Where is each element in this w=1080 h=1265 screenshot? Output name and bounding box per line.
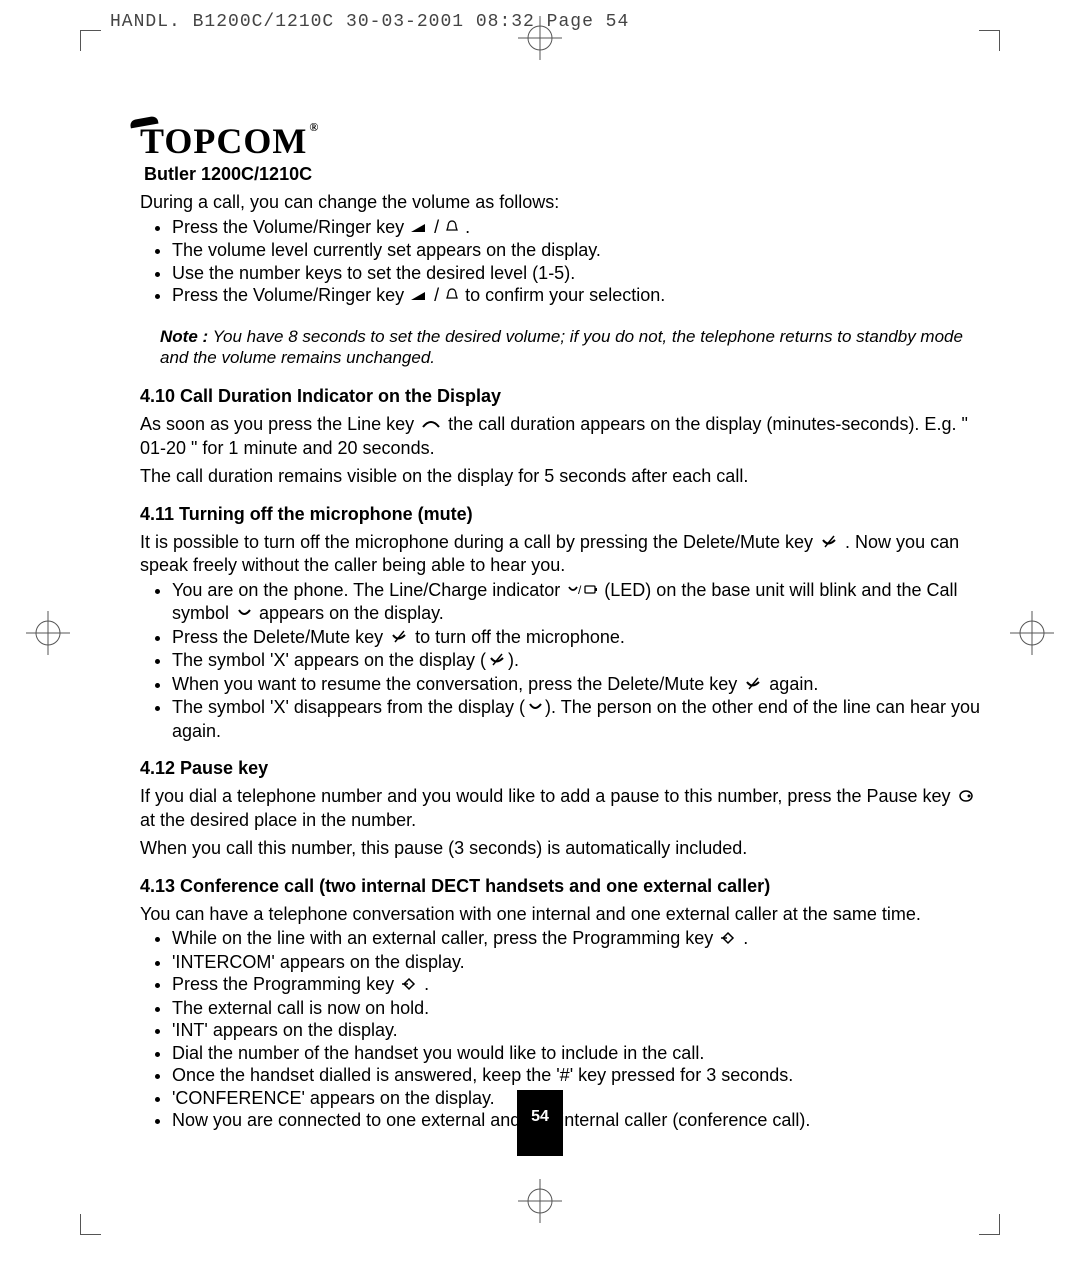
volume-key-icon <box>411 285 427 308</box>
bell-icon <box>446 285 458 308</box>
crop-mark <box>979 1214 1000 1235</box>
note-label: Note : <box>160 327 208 346</box>
programming-key-icon <box>720 928 736 951</box>
body-text: It is possible to turn off the microphon… <box>140 531 980 577</box>
registration-mark-icon <box>518 1179 562 1223</box>
registration-mark-icon <box>1010 611 1054 655</box>
body-text: As soon as you press the Line key the ca… <box>140 413 980 459</box>
mute-key-icon <box>488 650 506 673</box>
pause-key-icon <box>958 786 974 809</box>
list-item: When you want to resume the conversation… <box>172 673 980 697</box>
mute-key-icon <box>820 532 838 555</box>
body-text: You can have a telephone conversation wi… <box>140 903 980 926</box>
mute-key-icon <box>744 674 762 697</box>
volume-steps-list: Press the Volume/Ringer key / . The volu… <box>140 216 980 308</box>
call-symbol-icon <box>527 697 543 720</box>
line-charge-icon: / <box>567 580 597 603</box>
list-item: The external call is now on hold. <box>172 997 980 1020</box>
programming-key-icon <box>401 974 417 997</box>
mute-key-icon <box>390 627 408 650</box>
list-item: Use the number keys to set the desired l… <box>172 262 980 285</box>
list-item: The symbol 'X' appears on the display ()… <box>172 649 980 673</box>
list-item: Dial the number of the handset you would… <box>172 1042 980 1065</box>
mute-steps-list: You are on the phone. The Line/Charge in… <box>140 579 980 743</box>
list-item: While on the line with an external calle… <box>172 927 980 951</box>
registration-mark-icon <box>26 611 70 655</box>
brand-logo: TOPCOM® <box>140 120 319 162</box>
list-item: Press the Delete/Mute key to turn off th… <box>172 626 980 650</box>
section-heading: 4.13 Conference call (two internal DECT … <box>140 876 980 897</box>
line-key-icon <box>421 414 441 437</box>
body-text: The call duration remains visible on the… <box>140 465 980 488</box>
list-item: 'CONFERENCE' appears on the display. <box>172 1087 980 1110</box>
list-item: 'INT' appears on the display. <box>172 1019 980 1042</box>
list-item: The volume level currently set appears o… <box>172 239 980 262</box>
svg-text:/: / <box>578 583 582 597</box>
section-heading: 4.12 Pause key <box>140 758 980 779</box>
call-symbol-icon <box>236 603 252 626</box>
list-item: Once the handset dialled is answered, ke… <box>172 1064 980 1087</box>
registration-mark-icon <box>518 16 562 60</box>
bell-icon <box>446 217 458 240</box>
body-text: When you call this number, this pause (3… <box>140 837 980 860</box>
list-item: Press the Volume/Ringer key / . <box>172 216 980 240</box>
volume-key-icon <box>411 217 427 240</box>
section-heading: 4.11 Turning off the microphone (mute) <box>140 504 980 525</box>
crop-mark <box>979 30 1000 51</box>
intro-text: During a call, you can change the volume… <box>140 191 980 214</box>
note-block: Note : You have 8 seconds to set the des… <box>160 326 980 369</box>
crop-mark <box>80 1214 101 1235</box>
crop-mark <box>80 30 101 51</box>
list-item: You are on the phone. The Line/Charge in… <box>172 579 980 626</box>
list-item: Press the Programming key . <box>172 973 980 997</box>
model-name: Butler 1200C/1210C <box>144 164 980 185</box>
body-text: If you dial a telephone number and you w… <box>140 785 980 831</box>
list-item: The symbol 'X' disappears from the displ… <box>172 696 980 742</box>
list-item: Now you are connected to one external an… <box>172 1109 980 1132</box>
page-number: 54 <box>517 1090 563 1156</box>
page-content: TOPCOM® Butler 1200C/1210C During a call… <box>140 120 980 1136</box>
list-item: Press the Volume/Ringer key / to confirm… <box>172 284 980 308</box>
section-heading: 4.10 Call Duration Indicator on the Disp… <box>140 386 980 407</box>
list-item: 'INTERCOM' appears on the display. <box>172 951 980 974</box>
